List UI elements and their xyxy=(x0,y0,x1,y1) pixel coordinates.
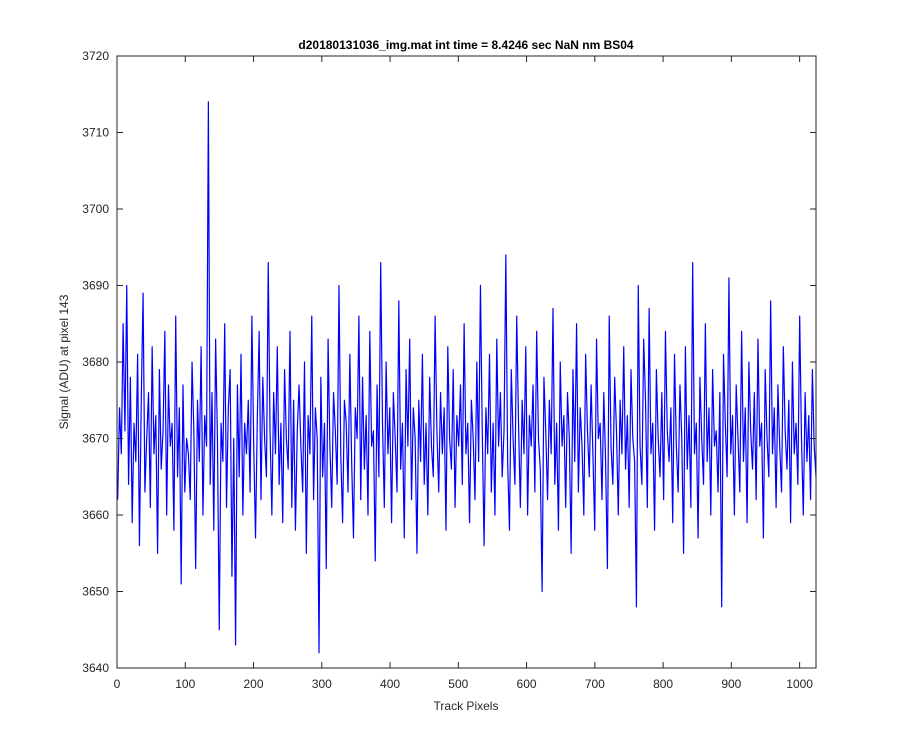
y-tick-label: 3700 xyxy=(82,202,109,216)
y-tick-label: 3670 xyxy=(82,432,109,446)
y-axis-label: Signal (ADU) at pixel 143 xyxy=(57,294,71,429)
y-tick-label: 3650 xyxy=(82,585,109,599)
x-tick-label: 700 xyxy=(585,677,605,691)
y-tick-label: 3720 xyxy=(82,49,109,63)
x-tick-label: 300 xyxy=(312,677,332,691)
x-tick-label: 600 xyxy=(517,677,537,691)
x-tick-label: 500 xyxy=(448,677,468,691)
y-tick-label: 3710 xyxy=(82,126,109,140)
y-tick-label: 3640 xyxy=(82,661,109,675)
x-tick-label: 200 xyxy=(244,677,264,691)
x-tick-label: 1000 xyxy=(786,677,813,691)
x-tick-label: 900 xyxy=(721,677,741,691)
series-layer xyxy=(117,101,817,654)
y-tick-label: 3680 xyxy=(82,355,109,369)
y-axis: 3640 3650 3660 3670 3680 3690 3700 3710 3720 xyxy=(82,49,816,675)
plot-area-background xyxy=(117,56,816,668)
x-axis-label: Track Pixels xyxy=(434,699,499,713)
series-line-0 xyxy=(117,101,817,654)
x-tick-label: 400 xyxy=(380,677,400,691)
x-tick-label: 800 xyxy=(653,677,673,691)
y-tick-label: 3690 xyxy=(82,279,109,293)
chart-title: d20180131036_img.mat int time = 8.4246 s… xyxy=(298,38,634,52)
x-tick-label: 0 xyxy=(114,677,121,691)
x-axis: 0 100 200 300 400 500 600 700 800 900 1000 xyxy=(114,56,813,691)
y-tick-label: 3660 xyxy=(82,508,109,522)
x-tick-label: 100 xyxy=(175,677,195,691)
